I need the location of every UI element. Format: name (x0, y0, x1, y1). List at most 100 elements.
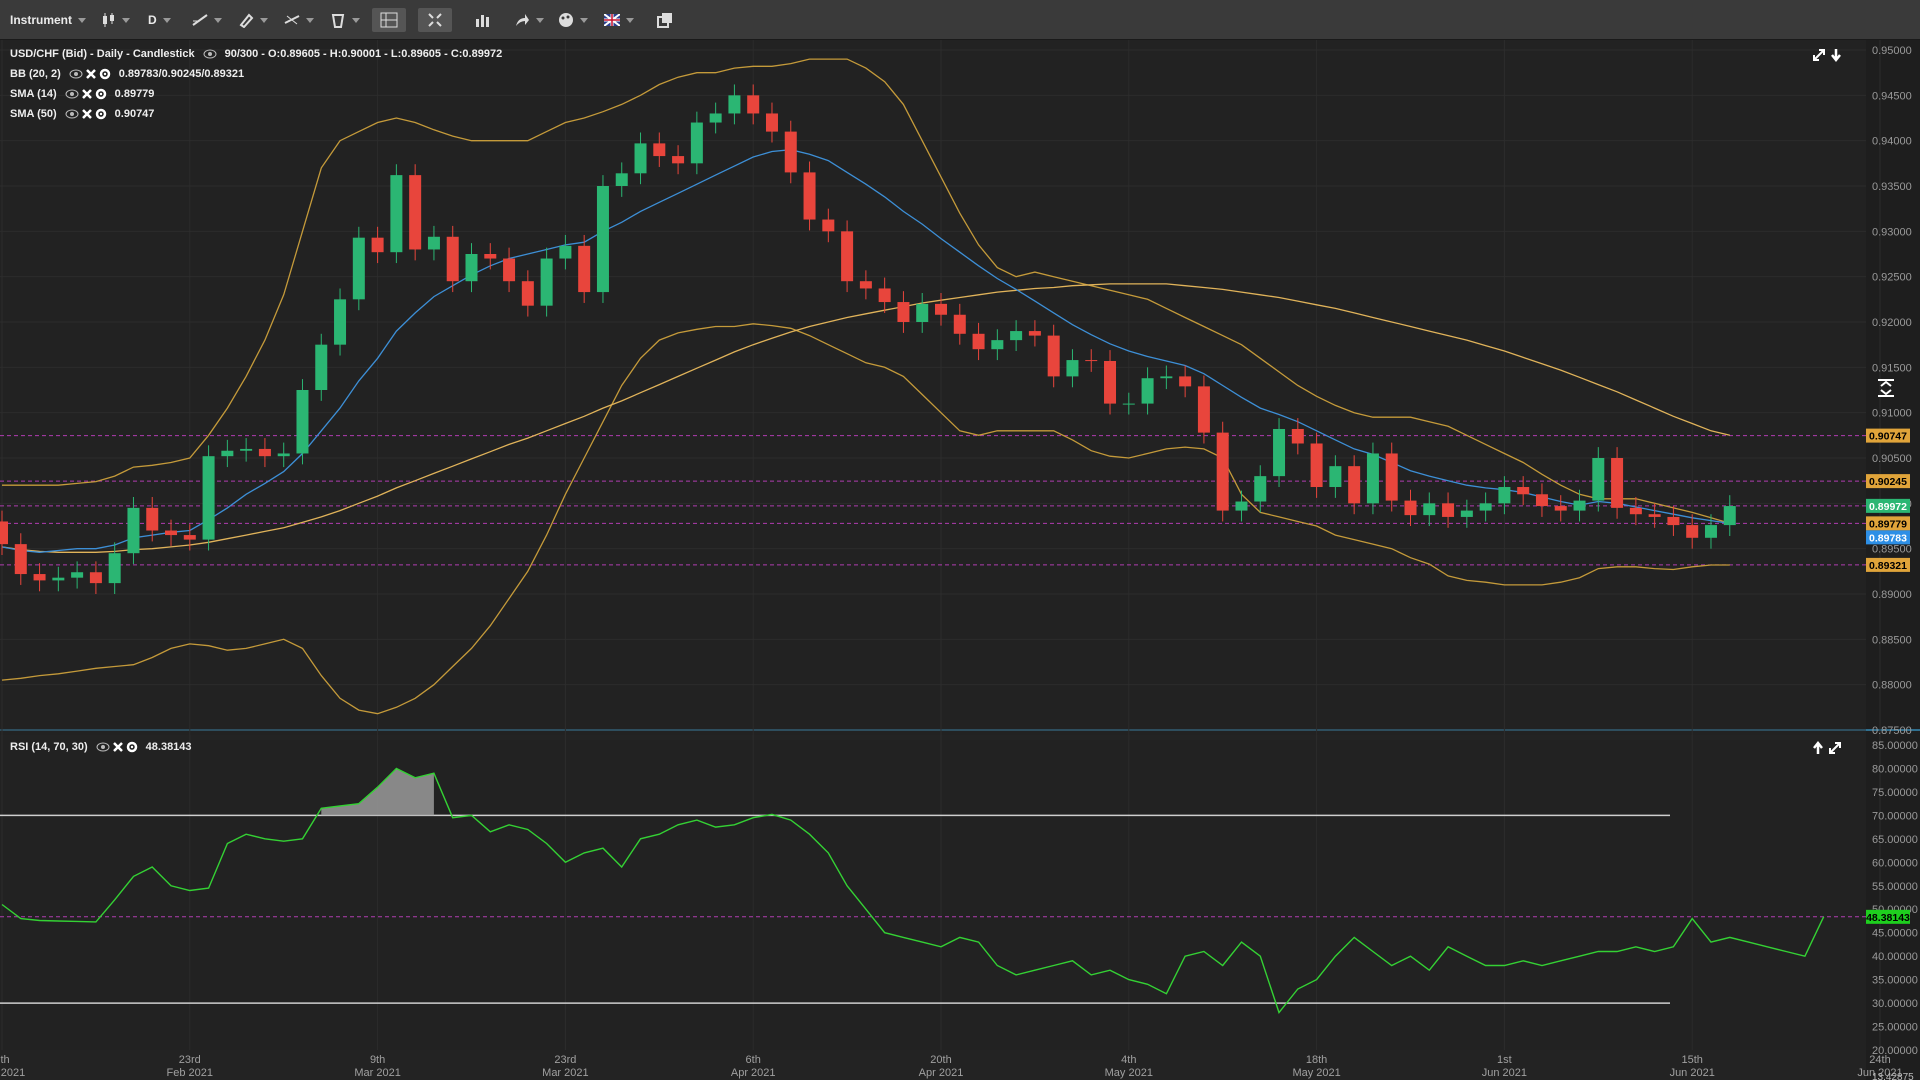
candle (916, 292, 929, 333)
candle-body (503, 258, 516, 282)
rsi-pane-controls (1812, 741, 1842, 755)
share-dropdown[interactable] (514, 8, 544, 32)
candle-body (409, 175, 422, 250)
gear-icon[interactable] (95, 88, 107, 100)
price-tick-label: 0.91000 (1872, 408, 1912, 420)
price-tick-label: 0.93500 (1872, 181, 1912, 193)
autoscale-icon (1878, 379, 1894, 397)
fibonacci-dropdown[interactable] (284, 8, 314, 32)
bar-chart-icon (476, 15, 489, 27)
candle-body (521, 281, 534, 306)
candle (1704, 514, 1717, 549)
gear-icon[interactable] (95, 108, 107, 120)
main-pane-controls (1812, 48, 1842, 62)
candle-body (1291, 428, 1304, 444)
candle (1460, 499, 1473, 528)
arrow-up-icon[interactable] (1812, 741, 1824, 755)
uk-flag-icon (604, 14, 620, 26)
eye-icon[interactable] (96, 742, 110, 752)
candle (1723, 495, 1736, 536)
candle (972, 322, 985, 361)
ohlc-line: 90/300 - O:0.89605 - H:0.90001 - L:0.896… (224, 48, 503, 60)
close-icon[interactable] (85, 68, 97, 80)
chevron-down-icon (626, 17, 634, 23)
delete-tools-dropdown[interactable] (330, 8, 360, 32)
legend-bb: BB (20, 2) 0.89783/0.90245/0.89321 (10, 68, 244, 80)
theme-dropdown[interactable] (558, 8, 588, 32)
timeframe-dropdown[interactable]: D (148, 8, 171, 32)
rsi-shaded-area (321, 768, 434, 816)
indicators-button[interactable] (465, 8, 499, 32)
candle-body (559, 245, 572, 259)
candle (784, 120, 797, 184)
candle-body (1667, 516, 1680, 526)
candle-body (1479, 503, 1492, 511)
eye-icon[interactable] (65, 89, 79, 99)
chart-type-dropdown[interactable] (100, 8, 130, 32)
candle (634, 132, 647, 185)
candle-body (0, 521, 8, 545)
x-tick-day: 1st (1497, 1054, 1512, 1066)
expand-icon[interactable] (1812, 48, 1826, 62)
candle (709, 102, 722, 134)
x-tick-day: 9th (370, 1054, 385, 1066)
price-chart[interactable]: 0.95000 0.94500 0.94000 0.93500 0.93000 0.925… (0, 40, 1920, 1080)
x-tick-month: Jun 2021 (1670, 1067, 1715, 1079)
x-tick-month: Mar 2021 (354, 1067, 400, 1079)
candle-body (935, 303, 947, 315)
candle-body (202, 456, 215, 540)
sma14-line (1, 149, 1730, 553)
candle (1592, 447, 1605, 512)
candle (897, 291, 910, 333)
language-dropdown[interactable] (604, 8, 634, 32)
draw-tools-dropdown[interactable] (238, 8, 268, 32)
chevron-down-icon (162, 17, 171, 23)
candle-body (1686, 525, 1699, 538)
price-tick-label: 0.92000 (1872, 317, 1912, 329)
candle (1010, 320, 1023, 352)
candle-body (822, 219, 835, 232)
candle-body (1573, 500, 1586, 511)
bottom-right-label: 13.42875 (1872, 1072, 1914, 1080)
fibonacci-icon (284, 15, 300, 25)
candle-body (1460, 510, 1473, 517)
candle (672, 145, 685, 175)
price-tag-bg (1866, 516, 1910, 531)
fit-screen-button[interactable] (418, 8, 452, 32)
candle (465, 243, 478, 293)
candle-body (1629, 507, 1642, 515)
rsi-pane-background (0, 740, 1866, 1050)
price-tick-label: 0.87500 (1872, 725, 1912, 737)
gear-icon[interactable] (99, 68, 111, 80)
detach-window-button[interactable] (648, 8, 682, 32)
candle-body (277, 453, 290, 457)
candle (559, 234, 572, 270)
instrument-dropdown[interactable]: Instrument (10, 8, 87, 32)
close-icon[interactable] (81, 88, 93, 100)
candle-body (1122, 403, 1135, 405)
layout-button[interactable] (372, 8, 406, 32)
x-tick-month: May 2021 (1292, 1067, 1340, 1079)
candle-body (390, 175, 403, 253)
candle (878, 277, 891, 313)
trash-icon (331, 14, 345, 28)
close-icon[interactable] (112, 741, 124, 753)
eye-icon[interactable] (65, 109, 79, 119)
gear-icon[interactable] (126, 741, 138, 753)
eye-icon[interactable] (203, 49, 217, 59)
autoscale-toggle[interactable] (1876, 378, 1896, 403)
arrow-down-icon[interactable] (1830, 48, 1842, 62)
rsi-tick-label: 35.00000 (1872, 975, 1918, 987)
candle-body (916, 303, 929, 322)
candle (202, 445, 215, 551)
candle (822, 208, 835, 243)
line-tools-dropdown[interactable] (192, 8, 222, 32)
bb-lower-line (1, 323, 1730, 715)
close-icon[interactable] (81, 108, 93, 120)
price-tag-bg (1866, 428, 1910, 443)
expand-icon[interactable] (1828, 741, 1842, 755)
eye-icon[interactable] (69, 69, 83, 79)
candle (935, 292, 947, 326)
candle (953, 303, 966, 345)
sma14-label: SMA (14) (10, 88, 57, 100)
